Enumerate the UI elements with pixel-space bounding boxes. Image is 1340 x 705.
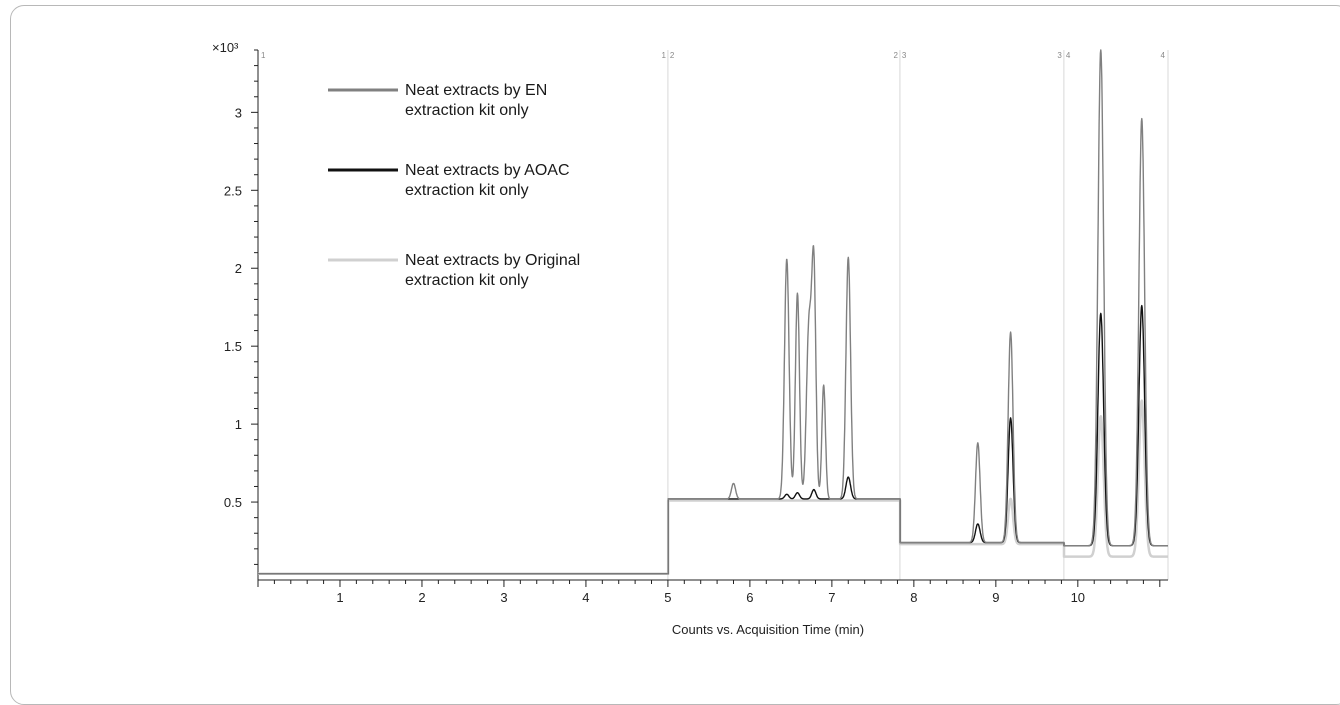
segment-label: 2 (893, 51, 898, 60)
y-multiplier-label: ×10³ (212, 40, 239, 55)
series-lines (257, 49, 1169, 576)
x-tick-label: 10 (1071, 590, 1085, 605)
y-tick-label: 2 (235, 261, 242, 276)
segment-label: 3 (1057, 51, 1062, 60)
legend-label: Neat extracts by Original extraction kit … (405, 252, 580, 289)
x-tick-label: 9 (992, 590, 999, 605)
y-tick-label: 1 (235, 417, 242, 432)
series-line-1 (257, 49, 1169, 575)
x-tick-label: 2 (418, 590, 425, 605)
legend-label: Neat extracts by EN extraction kit only (405, 82, 547, 119)
y-tick-label: 2.5 (224, 183, 242, 198)
x-tick-label: 7 (828, 590, 835, 605)
x-ticks: 1 2 3 4 5 6 7 8 9 10 (257, 580, 1161, 605)
segment-label: 3 (902, 51, 907, 60)
legend-label: Neat extracts by AOAC extraction kit only (405, 162, 570, 199)
y-tick-label: 3 (235, 105, 242, 120)
legend: Neat extracts by EN extraction kit only Ne… (328, 82, 580, 289)
y-ticks: 0.5 1 1.5 2 2.5 3 (224, 49, 258, 565)
y-tick-label: 0.5 (224, 495, 242, 510)
x-tick-label: 8 (910, 590, 917, 605)
x-tick-label: 5 (664, 590, 671, 605)
segment-label: 1 (261, 51, 266, 60)
segment-label: 4 (1066, 51, 1071, 60)
x-tick-label: 6 (746, 590, 753, 605)
series-line-3 (257, 399, 1169, 576)
x-tick-label: 3 (500, 590, 507, 605)
y-tick-label: 1.5 (224, 339, 242, 354)
segment-label: 1 (661, 51, 666, 60)
x-tick-label: 4 (582, 590, 589, 605)
series-line-2 (257, 304, 1169, 575)
segment-label: 2 (670, 51, 675, 60)
x-axis-title: Counts vs. Acquisition Time (min) (672, 622, 864, 637)
segment-label: 4 (1161, 51, 1166, 60)
x-tick-label: 1 (336, 590, 343, 605)
